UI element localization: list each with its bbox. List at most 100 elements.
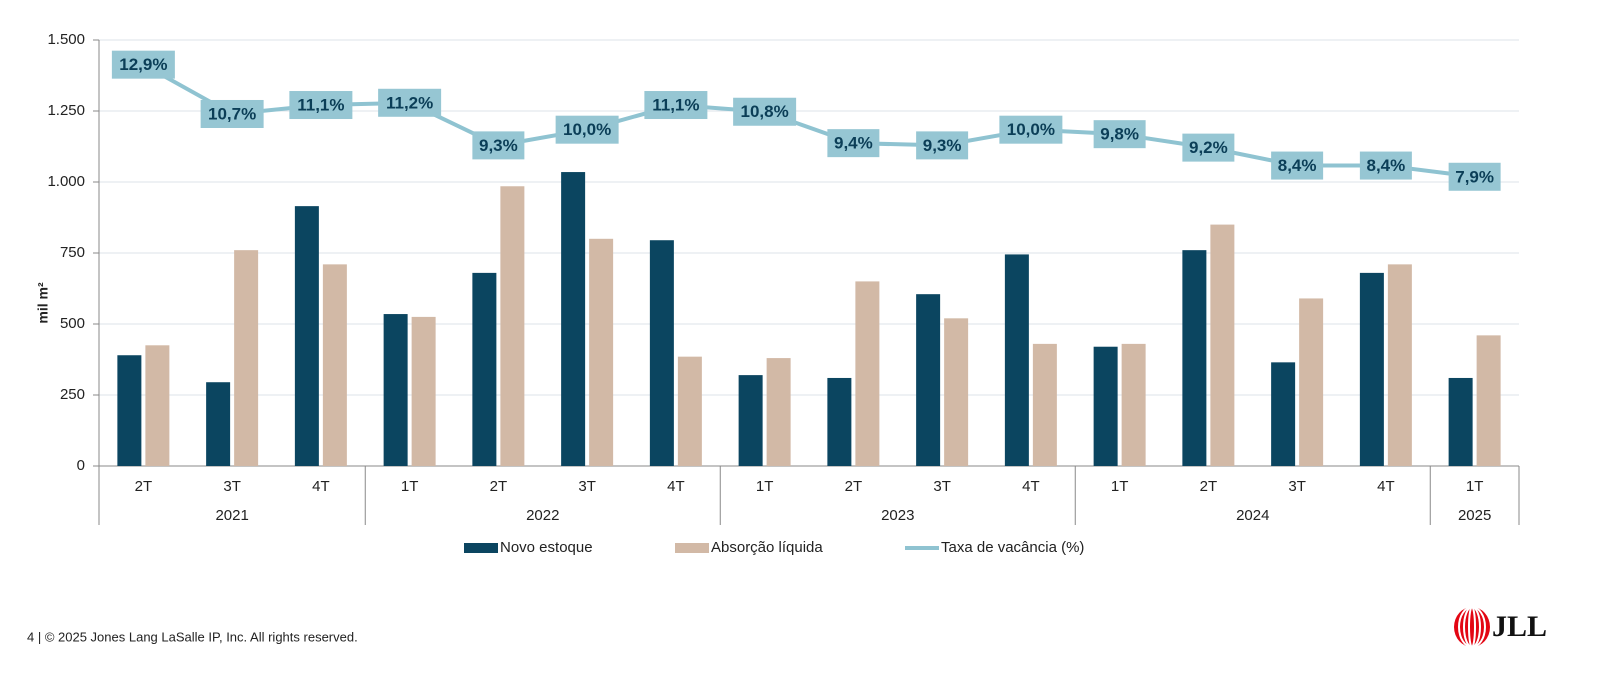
legend-swatch: [464, 543, 498, 553]
value-label: 10,0%: [563, 120, 611, 139]
bar: [649, 240, 674, 466]
logo-text: JLL: [1492, 610, 1547, 643]
value-label-box: [1448, 162, 1501, 191]
bar: [1210, 224, 1235, 466]
bar: [294, 206, 319, 466]
y-axis-label: mil m²: [35, 282, 51, 324]
value-label-box: [111, 50, 175, 79]
value-label: 8,4%: [1278, 156, 1317, 175]
y-tick-label: 1.000: [47, 173, 85, 190]
bar: [1121, 343, 1146, 466]
value-label-box: [378, 88, 442, 117]
logo-mark: [1454, 606, 1490, 648]
bar: [561, 172, 586, 466]
legend-label: Novo estoque: [500, 539, 593, 556]
bar: [1032, 343, 1057, 466]
bar: [1093, 346, 1118, 466]
bar: [1448, 377, 1473, 466]
bar: [677, 356, 702, 466]
value-label-box: [1271, 151, 1324, 180]
legend-label: Taxa de vacância (%): [941, 539, 1084, 556]
value-label-box: [999, 115, 1063, 144]
y-tick-label: 250: [60, 386, 85, 403]
y-tick-label: 1.500: [47, 31, 85, 48]
bar: [1359, 272, 1384, 466]
value-label: 11,2%: [386, 93, 433, 112]
value-label: 8,4%: [1367, 156, 1406, 175]
value-label-box: [1359, 151, 1412, 180]
value-label-box: [733, 97, 797, 126]
value-label-box: [827, 129, 880, 158]
value-label: 11,1%: [297, 96, 344, 115]
bar: [500, 186, 525, 466]
group-label: 2023: [881, 507, 914, 524]
x-tick-label: 4T: [667, 478, 685, 495]
x-tick-label: 2T: [490, 478, 508, 495]
value-label: 10,8%: [741, 102, 789, 121]
bar: [855, 281, 880, 466]
x-tick-label: 1T: [1466, 478, 1484, 495]
group-label: 2025: [1458, 507, 1491, 524]
x-tick-label: 4T: [312, 478, 330, 495]
y-tick-label: 0: [77, 457, 85, 474]
bar: [145, 345, 170, 466]
value-label: 9,4%: [834, 134, 873, 153]
x-tick-label: 4T: [1377, 478, 1395, 495]
bar: [117, 355, 142, 466]
x-tick-label: 1T: [756, 478, 774, 495]
value-label-box: [289, 91, 353, 120]
bar: [206, 382, 231, 466]
value-label-box: [472, 131, 525, 160]
bar: [766, 358, 791, 466]
value-label: 12,9%: [119, 55, 167, 74]
bar: [322, 264, 347, 466]
value-label: 9,2%: [1189, 138, 1228, 157]
bar: [944, 318, 969, 466]
bar: [916, 294, 941, 466]
bar: [383, 314, 408, 466]
bar: [1387, 264, 1412, 466]
value-label-box: [644, 91, 708, 120]
y-tick-label: 500: [60, 315, 85, 332]
value-label-box: [916, 131, 969, 160]
value-label: 9,3%: [479, 136, 518, 155]
bar: [411, 316, 436, 466]
line: [142, 62, 1475, 179]
x-tick-label: 1T: [401, 478, 419, 495]
x-tick-label: 4T: [1022, 478, 1040, 495]
x-tick-label: 2T: [845, 478, 863, 495]
value-label: 11,1%: [652, 96, 699, 115]
x-tick-label: 2T: [135, 478, 153, 495]
value-label: 7,9%: [1455, 167, 1494, 186]
group-label: 2022: [526, 507, 559, 524]
bar: [1299, 298, 1324, 466]
x-tick-label: 3T: [1288, 478, 1306, 495]
legend-swatch: [675, 543, 709, 553]
value-label-box: [1093, 120, 1146, 149]
value-label: 10,0%: [1007, 120, 1055, 139]
bar: [738, 375, 763, 466]
bar: [1004, 254, 1029, 466]
x-tick-label: 1T: [1111, 478, 1129, 495]
bar: [1476, 335, 1501, 466]
y-tick-label: 750: [60, 244, 85, 261]
y-tick-label: 1.250: [47, 102, 85, 119]
value-label-box: [1182, 133, 1235, 162]
bar: [1182, 250, 1207, 466]
x-tick-label: 3T: [933, 478, 951, 495]
x-tick-label: 2T: [1200, 478, 1218, 495]
bar: [472, 272, 497, 466]
x-tick-label: 3T: [223, 478, 241, 495]
bar: [827, 377, 852, 466]
value-label: 10,7%: [208, 104, 256, 123]
group-label: 2024: [1236, 507, 1269, 524]
bar: [589, 238, 614, 466]
value-label: 9,3%: [923, 136, 962, 155]
bar: [234, 250, 259, 466]
value-label: 9,8%: [1100, 125, 1139, 144]
x-tick-label: 3T: [578, 478, 596, 495]
legend-label: Absorção líquida: [711, 539, 823, 556]
value-label-box: [200, 99, 264, 128]
bar: [1271, 362, 1296, 466]
